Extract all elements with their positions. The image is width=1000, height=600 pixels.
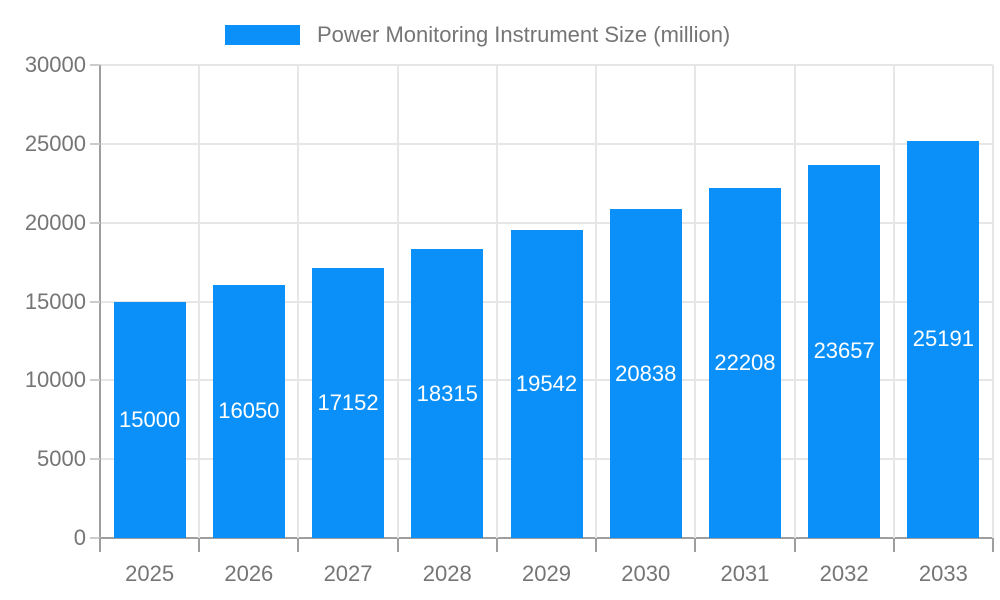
bar-value-label: 18315 bbox=[416, 380, 478, 406]
bar-value-label: 23657 bbox=[813, 338, 875, 364]
x-axis-label: 2025 bbox=[125, 561, 175, 586]
x-tick bbox=[297, 538, 300, 552]
x-axis-label: 2031 bbox=[720, 561, 770, 586]
y-tick bbox=[90, 64, 100, 66]
x-gridline bbox=[992, 65, 994, 538]
x-axis-label: 2029 bbox=[522, 561, 571, 586]
legend-swatch-icon bbox=[225, 25, 300, 45]
bar[interactable]: 15000 bbox=[113, 301, 186, 538]
plot-area: 15000 16050 17152 18315 19542 20838 22208 23657… bbox=[99, 64, 994, 539]
x-tick bbox=[793, 538, 796, 552]
x-gridline bbox=[892, 65, 895, 538]
x-tick bbox=[396, 538, 399, 552]
y-axis-label: 15000 bbox=[24, 288, 86, 314]
y-gridline bbox=[100, 142, 993, 145]
y-axis-label: 5000 bbox=[37, 446, 86, 472]
y-axis-label: 30000 bbox=[24, 52, 86, 77]
bar[interactable]: 18315 bbox=[411, 249, 484, 538]
bar[interactable]: 25191 bbox=[907, 140, 980, 538]
bar-value-label: 19542 bbox=[515, 370, 578, 396]
y-axis-label: 0 bbox=[73, 525, 86, 550]
bar-value-label: 20838 bbox=[615, 360, 677, 386]
x-gridline bbox=[793, 65, 796, 538]
x-gridline bbox=[495, 65, 498, 538]
y-tick bbox=[90, 221, 100, 224]
x-tick bbox=[495, 538, 498, 552]
x-tick bbox=[595, 538, 598, 552]
y-tick bbox=[90, 458, 100, 461]
x-gridline bbox=[396, 65, 399, 538]
x-gridline bbox=[198, 65, 201, 538]
x-tick bbox=[992, 538, 994, 552]
bar-value-label: 17152 bbox=[317, 389, 379, 415]
y-tick bbox=[90, 300, 100, 303]
y-axis-label: 10000 bbox=[24, 367, 86, 393]
bar[interactable]: 17152 bbox=[312, 267, 385, 538]
y-axis-label: 25000 bbox=[24, 130, 86, 156]
y-tick bbox=[90, 537, 100, 539]
y-tick bbox=[90, 379, 100, 382]
bar-value-label: 22208 bbox=[714, 349, 776, 375]
x-axis-label: 2027 bbox=[323, 561, 373, 586]
bar[interactable]: 19542 bbox=[510, 229, 583, 538]
y-axis-label: 20000 bbox=[24, 209, 86, 235]
bar-value-label: 15000 bbox=[119, 406, 181, 432]
bar[interactable]: 23657 bbox=[808, 165, 881, 538]
x-axis-label: 2028 bbox=[422, 561, 472, 586]
x-gridline bbox=[595, 65, 598, 538]
bar[interactable]: 20838 bbox=[609, 209, 682, 538]
x-tick bbox=[99, 538, 101, 552]
bar[interactable]: 22208 bbox=[708, 187, 781, 538]
x-gridline bbox=[297, 65, 300, 538]
x-gridline bbox=[694, 65, 697, 538]
x-tick bbox=[892, 538, 895, 552]
y-tick bbox=[90, 142, 100, 145]
x-axis-label: 2033 bbox=[918, 561, 968, 586]
y-axis-line bbox=[99, 65, 101, 538]
x-axis-label: 2026 bbox=[224, 561, 274, 586]
x-axis-label: 2030 bbox=[621, 561, 671, 586]
legend-label: Power Monitoring Instrument Size (millio… bbox=[317, 22, 731, 47]
chart-legend[interactable]: Power Monitoring Instrument Size (millio… bbox=[225, 22, 730, 48]
x-tick bbox=[198, 538, 201, 552]
bar-value-label: 25191 bbox=[912, 326, 974, 352]
x-axis-label: 2032 bbox=[819, 561, 869, 586]
bar[interactable]: 16050 bbox=[212, 284, 285, 538]
bar-value-label: 16050 bbox=[218, 398, 280, 424]
x-tick bbox=[694, 538, 697, 552]
y-gridline bbox=[100, 64, 993, 66]
